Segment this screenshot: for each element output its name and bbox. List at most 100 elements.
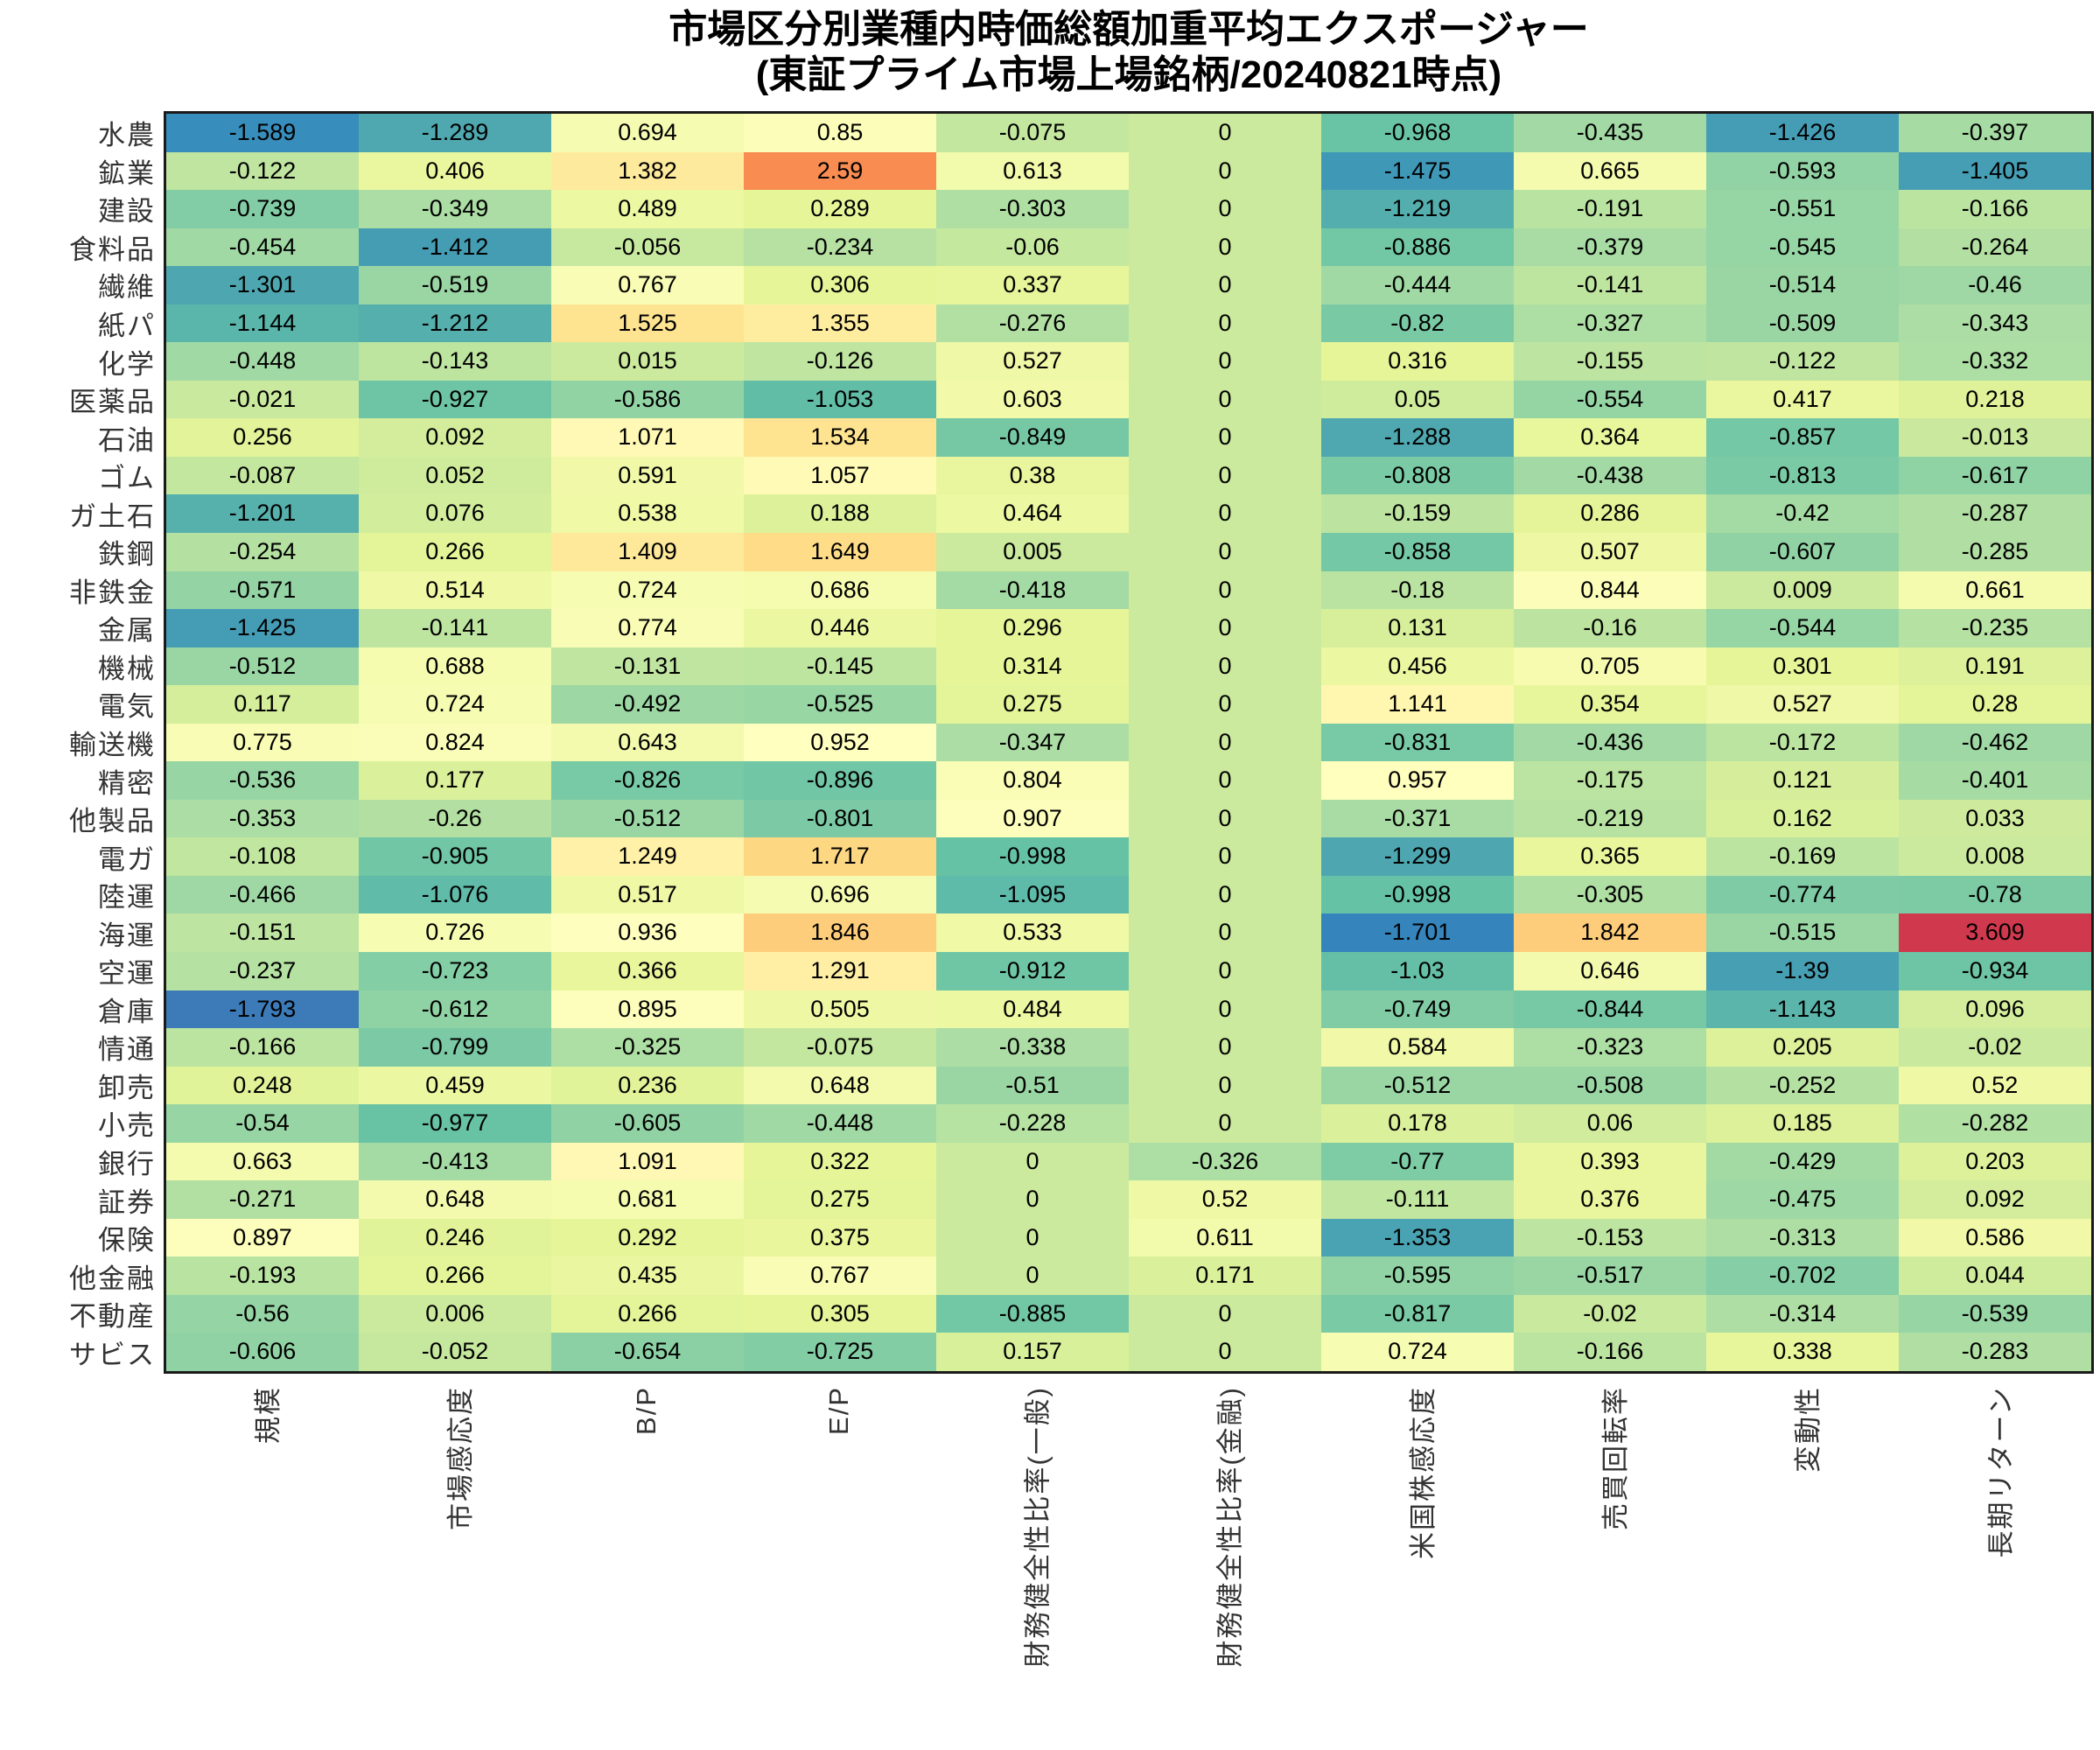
heatmap-cell: 0.824 — [359, 723, 551, 762]
heatmap-cell: -0.977 — [359, 1104, 551, 1143]
heatmap-cell: 0.538 — [551, 494, 744, 533]
heatmap-cell: -1.793 — [166, 990, 359, 1029]
heatmap-cell: -0.141 — [359, 609, 551, 648]
heatmap-cell: -0.303 — [936, 190, 1129, 228]
heatmap-cell: 0.406 — [359, 151, 551, 191]
heatmap-cell: -0.857 — [1706, 418, 1899, 457]
heatmap-cell: -0.013 — [1899, 418, 2091, 457]
heatmap-cell: -1.289 — [359, 114, 551, 152]
heatmap-cell: -0.343 — [1899, 304, 2091, 343]
heatmap-cell: -0.126 — [744, 342, 936, 381]
heatmap-cell: -0.332 — [1899, 342, 2091, 381]
heatmap-cell: 3.609 — [1899, 914, 2091, 952]
heatmap-cell: -0.353 — [166, 799, 359, 838]
heatmap-cell: 0.459 — [359, 1066, 551, 1105]
y-tick-label: 鉄鋼 — [98, 539, 156, 570]
heatmap-cell: 0 — [1129, 228, 1321, 267]
heatmap-cell: -0.858 — [1321, 533, 1514, 571]
heatmap-cell: 1.846 — [744, 914, 936, 952]
y-tick-label: 鉱業 — [98, 158, 156, 189]
heatmap-cell: 0.584 — [1321, 1028, 1514, 1067]
heatmap-cell: 0.464 — [936, 494, 1129, 533]
heatmap-cell: 1.291 — [744, 952, 936, 990]
heatmap-cell: -0.998 — [1321, 875, 1514, 914]
heatmap-cell: -0.108 — [166, 837, 359, 876]
y-tick-label: 電気 — [98, 691, 156, 723]
heatmap-cell: -0.052 — [359, 1333, 551, 1371]
heatmap-cell: 0.661 — [1899, 570, 2091, 610]
heatmap-cell: 0.316 — [1321, 342, 1514, 381]
heatmap-cell: -0.512 — [551, 799, 744, 838]
heatmap-cell: 0.044 — [1899, 1256, 2091, 1295]
heatmap-cell: -1.143 — [1706, 990, 1899, 1029]
heatmap-cell: 0.907 — [936, 799, 1129, 838]
heatmap-cell: 0.533 — [936, 914, 1129, 952]
heatmap-cell: 0.296 — [936, 609, 1129, 648]
heatmap-cell: 0.06 — [1514, 1104, 1706, 1143]
heatmap-cell: 0 — [1129, 304, 1321, 343]
heatmap-cell: -0.313 — [1706, 1218, 1899, 1257]
heatmap-cell: 0.188 — [744, 494, 936, 533]
heatmap-cell: -0.927 — [359, 380, 551, 419]
heatmap-cell: 0.266 — [359, 1256, 551, 1295]
heatmap-cell: -1.701 — [1321, 914, 1514, 952]
heatmap-cell: -0.492 — [551, 685, 744, 724]
heatmap-cell: 0 — [1129, 380, 1321, 419]
heatmap-cell: 1.141 — [1321, 685, 1514, 724]
heatmap-cell: 0.895 — [551, 990, 744, 1029]
y-tick-label: 医薬品 — [69, 387, 156, 418]
y-tick-label: 銀行 — [98, 1148, 156, 1180]
heatmap-cell: 1.409 — [551, 533, 744, 571]
heatmap-cell: 0.648 — [744, 1066, 936, 1105]
heatmap-cell: -0.595 — [1321, 1256, 1514, 1295]
heatmap-cell: -0.514 — [1706, 266, 1899, 304]
heatmap-cell: 0.591 — [551, 456, 744, 495]
heatmap-cell: 0.686 — [744, 570, 936, 610]
heatmap-cell: -0.56 — [166, 1294, 359, 1334]
heatmap-cell: 0.694 — [551, 114, 744, 152]
heatmap-cell: 0.648 — [359, 1180, 551, 1219]
heatmap-cell: -0.314 — [1706, 1294, 1899, 1334]
heatmap-cell: -0.159 — [1321, 494, 1514, 533]
heatmap-cell: -0.371 — [1321, 799, 1514, 838]
heatmap-cell: -0.512 — [1321, 1066, 1514, 1105]
heatmap-cell: 0.096 — [1899, 990, 2091, 1029]
heatmap-cell: 0 — [936, 1256, 1129, 1295]
heatmap-cell: -0.551 — [1706, 190, 1899, 228]
heatmap-cell: 0.236 — [551, 1066, 744, 1105]
heatmap-cell: -0.586 — [551, 380, 744, 419]
heatmap-cell: -1.299 — [1321, 837, 1514, 876]
y-tick-label: 水農 — [98, 120, 156, 151]
heatmap-cell: 0 — [1129, 418, 1321, 457]
heatmap-cell: 0.52 — [1129, 1180, 1321, 1219]
heatmap-cell: 0.375 — [744, 1218, 936, 1257]
y-tick-label: 空運 — [98, 958, 156, 990]
heatmap-cell: -0.545 — [1706, 228, 1899, 267]
chart-title-line1: 市場区分別業種内時価総額加重平均エクスポージャー — [668, 8, 1589, 51]
heatmap-cell: -0.436 — [1514, 723, 1706, 762]
heatmap-cell: -0.087 — [166, 456, 359, 495]
heatmap-cell: -1.212 — [359, 304, 551, 343]
heatmap-cell: 0 — [1129, 533, 1321, 571]
heatmap-cell: -0.254 — [166, 533, 359, 571]
heatmap-cell: 0.364 — [1514, 418, 1706, 457]
heatmap-cell: 0 — [1129, 837, 1321, 876]
heatmap-cell: 0.643 — [551, 723, 744, 762]
heatmap-cell: -0.435 — [1514, 114, 1706, 152]
heatmap-cell: 0.517 — [551, 875, 744, 914]
y-tick-label: 紙パ — [98, 310, 156, 341]
heatmap-cell: 0.314 — [936, 647, 1129, 686]
heatmap-cell: -0.539 — [1899, 1294, 2091, 1334]
heatmap-cell: -0.475 — [1706, 1180, 1899, 1219]
heatmap-cell: -0.512 — [166, 647, 359, 686]
heatmap-cell: 0.256 — [166, 418, 359, 457]
heatmap-cell: -0.271 — [166, 1180, 359, 1219]
heatmap-cell: -0.654 — [551, 1333, 744, 1371]
heatmap-cell: -0.606 — [166, 1333, 359, 1371]
heatmap-cell: 0.354 — [1514, 685, 1706, 724]
heatmap-cell: -1.219 — [1321, 190, 1514, 228]
heatmap-cell: -0.607 — [1706, 533, 1899, 571]
heatmap-cell: -0.16 — [1514, 609, 1706, 648]
heatmap-cell: -0.401 — [1899, 761, 2091, 800]
heatmap-cell: -0.166 — [1899, 190, 2091, 228]
